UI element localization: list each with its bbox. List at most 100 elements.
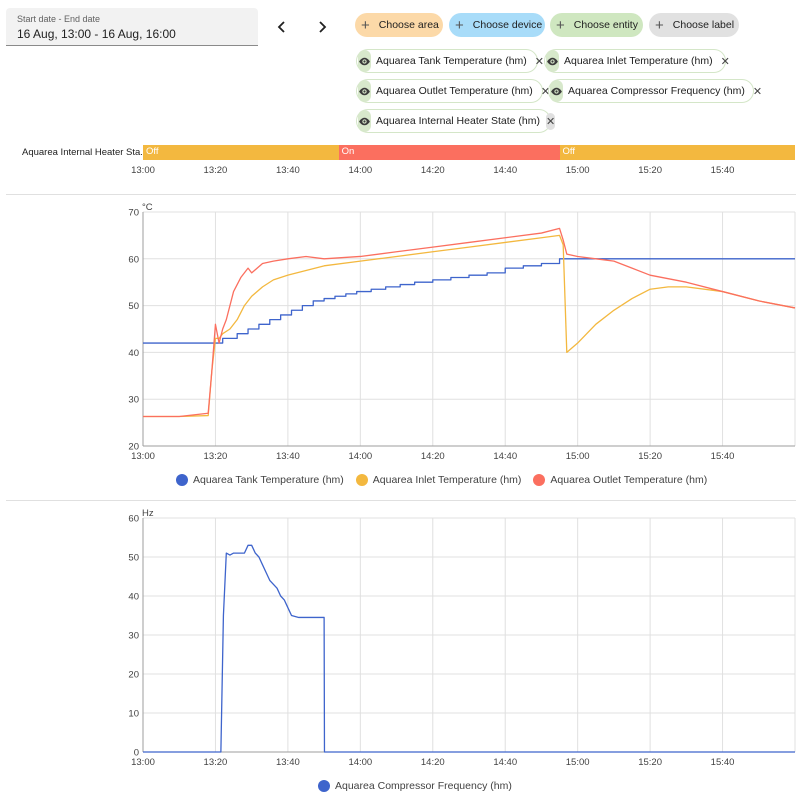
close-icon[interactable]: ✕ — [546, 112, 556, 130]
entity-chip-label: Aquarea Outlet Temperature (hm) — [376, 85, 533, 97]
close-icon[interactable]: ✕ — [720, 55, 730, 68]
y-tick-label: 20 — [128, 670, 139, 681]
timeline-tick-label: 15:40 — [710, 165, 735, 176]
eye-icon[interactable] — [550, 80, 563, 102]
x-tick-label: 15:40 — [711, 757, 735, 768]
temperature-chart: 20 30 40 50 60 70 13:00 13:20 13:40 14:00 14:20 14:… — [128, 202, 796, 462]
entity-chip-outlet-temperature[interactable]: Aquarea Outlet Temperature (hm) ✕ — [356, 79, 550, 103]
next-period-button[interactable] — [311, 14, 333, 40]
legend-color-dot — [176, 474, 188, 486]
entity-chip-label: Aquarea Internal Heater State (hm) — [376, 115, 541, 127]
y-tick-label: 40 — [128, 348, 139, 359]
entity-chip-label: Aquarea Compressor Frequency (hm) — [568, 85, 745, 97]
choose-area-label: Choose area — [378, 19, 439, 31]
timeline-tick-label: 13:40 — [275, 165, 300, 176]
x-tick-label: 15:00 — [566, 757, 590, 768]
x-tick-label: 13:00 — [131, 757, 155, 768]
x-tick-label: 13:40 — [276, 451, 300, 462]
y-axis-unit-label: Hz — [142, 508, 154, 519]
x-tick-label: 14:00 — [348, 757, 372, 768]
legend-item[interactable]: Aquarea Outlet Temperature (hm) — [533, 474, 707, 486]
y-tick-label: 40 — [128, 592, 139, 603]
entity-chip-internal-heater-state[interactable]: Aquarea Internal Heater State (hm) ✕ — [356, 109, 556, 133]
y-tick-label: 50 — [128, 553, 139, 564]
frequency-chart: 0 10 20 30 40 50 60 13:00 13:20 13:40 14:00 14:20 14… — [128, 508, 796, 768]
entity-chip-label: Aquarea Tank Temperature (hm) — [376, 55, 527, 67]
x-tick-label: 13:20 — [204, 451, 228, 462]
chevron-left-icon — [277, 21, 285, 33]
y-tick-label: 60 — [128, 254, 139, 265]
close-icon[interactable]: ✕ — [534, 55, 544, 68]
entity-chip-label: Aquarea Inlet Temperature (hm) — [564, 55, 713, 67]
frequency-chart-legend: Aquarea Compressor Frequency (hm) — [318, 780, 524, 792]
x-tick-label: 15:00 — [566, 451, 590, 462]
eye-icon[interactable] — [358, 50, 371, 72]
entity-chip-tank-temperature[interactable]: Aquarea Tank Temperature (hm) ✕ — [356, 49, 544, 73]
legend-item[interactable]: Aquarea Tank Temperature (hm) — [176, 474, 344, 486]
timeline-tick-label: 15:20 — [638, 165, 662, 176]
date-range-value: 16 Aug, 13:00 - 16 Aug, 16:00 — [17, 27, 176, 41]
series-line-0 — [143, 258, 795, 344]
x-tick-label: 14:20 — [421, 757, 445, 768]
y-tick-label: 70 — [128, 208, 139, 219]
choose-entity-button[interactable]: + Choose entity — [550, 13, 643, 37]
y-tick-label: 50 — [128, 301, 139, 312]
choose-device-button[interactable]: + Choose device — [449, 13, 545, 37]
x-tick-label: 13:20 — [204, 757, 228, 768]
y-axis-unit-label: °C — [142, 202, 153, 213]
legend-label: Aquarea Compressor Frequency (hm) — [335, 780, 512, 792]
x-tick-label: 15:20 — [638, 757, 662, 768]
x-tick-label: 13:40 — [276, 757, 300, 768]
previous-period-button[interactable] — [271, 14, 293, 40]
timeline-tick-label: 15:00 — [565, 165, 590, 176]
x-tick-label: 15:40 — [711, 451, 735, 462]
plus-icon: + — [361, 16, 370, 34]
choose-label-button[interactable]: + Choose label — [649, 13, 739, 37]
y-tick-label: 30 — [128, 395, 139, 406]
y-tick-label: 10 — [128, 709, 139, 720]
eye-icon[interactable] — [358, 80, 371, 102]
series-line-0 — [143, 544, 795, 753]
choose-area-button[interactable]: + Choose area — [355, 13, 443, 37]
y-tick-label: 60 — [128, 514, 139, 525]
plus-icon: + — [556, 16, 565, 34]
legend-label: Aquarea Tank Temperature (hm) — [193, 474, 344, 486]
date-range-picker[interactable]: Start date - End date 16 Aug, 13:00 - 16… — [6, 8, 258, 46]
legend-item[interactable]: Aquarea Compressor Frequency (hm) — [318, 780, 512, 792]
legend-color-dot — [355, 474, 368, 486]
legend-color-dot — [318, 780, 330, 792]
eye-icon[interactable] — [546, 50, 559, 72]
series-line-1 — [143, 234, 796, 418]
entity-chip-compressor-frequency[interactable]: Aquarea Compressor Frequency (hm) ✕ — [548, 79, 762, 103]
y-tick-label: 0 — [134, 748, 139, 759]
choose-device-label: Choose device — [472, 19, 543, 31]
temperature-chart-legend: Aquarea Tank Temperature (hm) Aquarea Inl… — [176, 474, 719, 486]
timeline-segment-off[interactable]: Off — [143, 145, 339, 160]
timeline-tick-label: 14:40 — [493, 165, 518, 176]
choose-entity-label: Choose entity — [573, 19, 638, 31]
date-range-label: Start date - End date — [17, 14, 101, 24]
section-divider — [6, 500, 796, 501]
x-tick-label: 14:40 — [493, 757, 517, 768]
x-tick-label: 15:20 — [638, 451, 662, 462]
legend-label: Aquarea Inlet Temperature (hm) — [372, 474, 522, 486]
x-tick-label: 13:00 — [131, 451, 155, 462]
close-icon[interactable]: ✕ — [752, 85, 763, 98]
close-icon[interactable]: ✕ — [540, 85, 551, 98]
chevron-right-icon — [319, 21, 327, 33]
timeline-tick-label: 14:20 — [420, 165, 445, 176]
timeline-segment-off[interactable]: Off — [559, 145, 795, 160]
timeline-segment-on[interactable]: On — [338, 145, 560, 160]
legend-label: Aquarea Outlet Temperature (hm) — [550, 474, 708, 486]
legend-item[interactable]: Aquarea Inlet Temperature (hm) — [355, 474, 522, 486]
eye-icon[interactable] — [358, 110, 371, 132]
section-divider — [6, 194, 796, 195]
timeline-entity-label: Aquarea Internal Heater Sta... — [22, 147, 149, 158]
timeline-tick-label: 13:00 — [131, 165, 155, 176]
plus-icon: + — [655, 16, 664, 34]
x-tick-label: 14:40 — [493, 451, 517, 462]
y-tick-label: 20 — [128, 442, 139, 453]
entity-chip-inlet-temperature[interactable]: Aquarea Inlet Temperature (hm) ✕ — [544, 49, 730, 73]
series-line-2 — [143, 227, 796, 418]
timeline-tick-label: 13:20 — [203, 165, 228, 176]
